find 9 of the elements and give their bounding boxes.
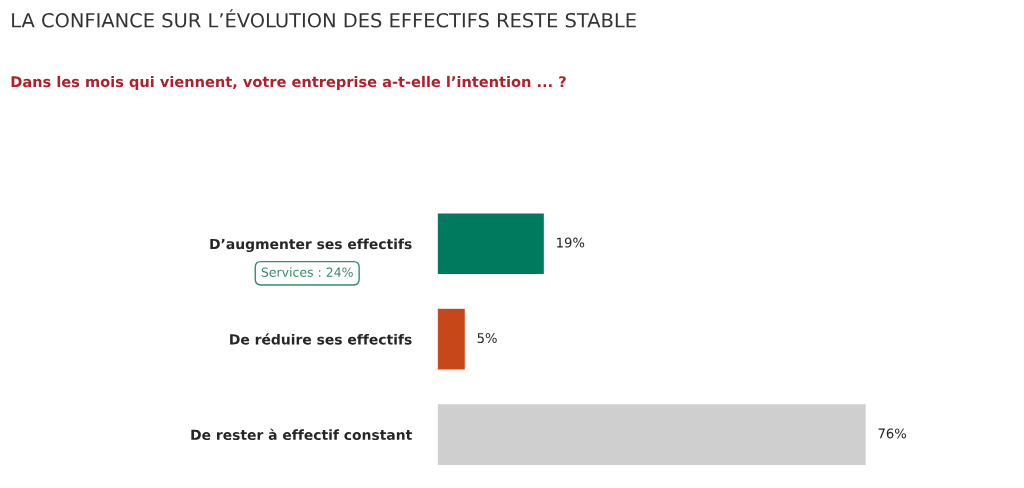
chart-title: LA CONFIANCE SUR L’ÉVOLUTION DES EFFECTIFS RESTE STABLE: [12, 9, 636, 28]
y-tick-label: D’augmenter ses effectifs: [210, 238, 412, 253]
data-label: 76%: [878, 428, 907, 439]
y-tick-label: De réduire ses effectifs: [230, 333, 412, 345]
data-label: 19%: [557, 237, 585, 248]
data-label: 5%: [477, 333, 497, 343]
y-tick-label: De rester à effectif constant: [191, 428, 412, 441]
text: Dans les mois qui viennent, votre entreprise a-t-elle l’intention ... ?: [11, 75, 566, 91]
text: Services : 24%: [261, 267, 353, 277]
